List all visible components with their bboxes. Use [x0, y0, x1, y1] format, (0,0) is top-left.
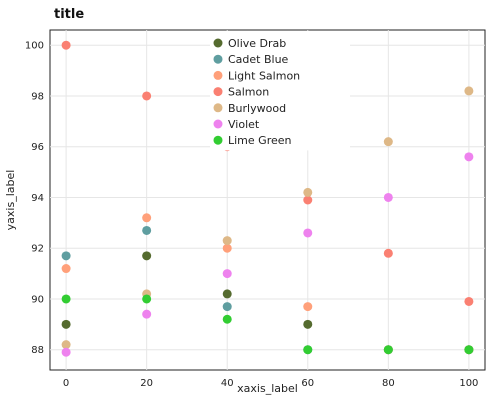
data-point	[464, 152, 474, 162]
data-point	[303, 228, 313, 238]
data-point	[303, 195, 313, 205]
x-tick-label: 100	[459, 378, 478, 389]
legend-box	[210, 31, 350, 151]
data-point	[61, 319, 71, 329]
legend-label: Violet	[228, 118, 260, 131]
data-point	[142, 213, 152, 223]
data-point	[464, 296, 474, 306]
data-point	[61, 251, 71, 261]
legend-label: Cadet Blue	[228, 53, 289, 66]
data-point	[303, 187, 313, 197]
data-point	[142, 294, 152, 304]
data-point	[464, 86, 474, 96]
y-tick-label: 98	[31, 91, 44, 102]
data-point	[383, 248, 393, 258]
data-point	[303, 319, 313, 329]
legend-marker	[213, 38, 223, 48]
legend-label: Olive Drab	[228, 37, 286, 50]
y-tick-label: 90	[31, 294, 44, 305]
x-tick-label: 20	[140, 378, 153, 389]
series-violet	[61, 152, 474, 357]
y-axis-label: yaxis_label	[4, 170, 17, 231]
data-point	[464, 345, 474, 355]
gridlines	[50, 30, 485, 370]
y-tick-label: 88	[31, 345, 44, 356]
data-point	[383, 137, 393, 147]
legend-label: Salmon	[228, 86, 269, 99]
data-point	[303, 302, 313, 312]
data-point	[61, 347, 71, 357]
y-tick-label: 92	[31, 244, 44, 255]
y-tick-label: 96	[31, 142, 44, 153]
x-tick-label: 80	[382, 378, 395, 389]
series-lime-green	[61, 294, 474, 355]
data-point	[61, 264, 71, 274]
legend-label: Light Salmon	[228, 69, 300, 82]
data-point	[61, 340, 71, 350]
legend-marker	[213, 70, 223, 80]
legend-marker	[213, 119, 223, 129]
data-point	[222, 314, 232, 324]
data-point	[61, 40, 71, 50]
data-point	[61, 294, 71, 304]
legend-marker	[213, 135, 223, 145]
data-point	[383, 345, 393, 355]
data-point	[142, 251, 152, 261]
axis-ticks: 0 20 40 60 80 100 88 90 92 94 96 98 100	[25, 41, 479, 389]
data-point	[142, 225, 152, 235]
x-tick-label: 60	[301, 378, 314, 389]
data-point	[222, 243, 232, 253]
x-axis-label: xaxis_label	[237, 382, 298, 395]
legend-marker	[213, 54, 223, 64]
x-tick-label: 40	[221, 378, 234, 389]
legend: Olive Drab Cadet Blue Light Salmon Salmon Bu…	[210, 31, 350, 151]
data-point	[303, 345, 313, 355]
x-tick-label: 0	[63, 378, 69, 389]
chart-title: title	[54, 7, 84, 22]
data-point	[383, 192, 393, 202]
series-layer	[61, 40, 474, 357]
y-tick-label: 100	[25, 41, 44, 52]
data-point	[222, 289, 232, 299]
legend-marker	[213, 103, 223, 113]
legend-label: Lime Green	[228, 134, 292, 147]
data-point	[222, 269, 232, 279]
data-point	[222, 302, 232, 312]
legend-marker	[213, 87, 223, 97]
y-tick-label: 94	[31, 193, 44, 204]
data-point	[142, 309, 152, 319]
data-point	[142, 91, 152, 101]
legend-label: Burlywood	[228, 102, 286, 115]
data-point	[222, 236, 232, 246]
